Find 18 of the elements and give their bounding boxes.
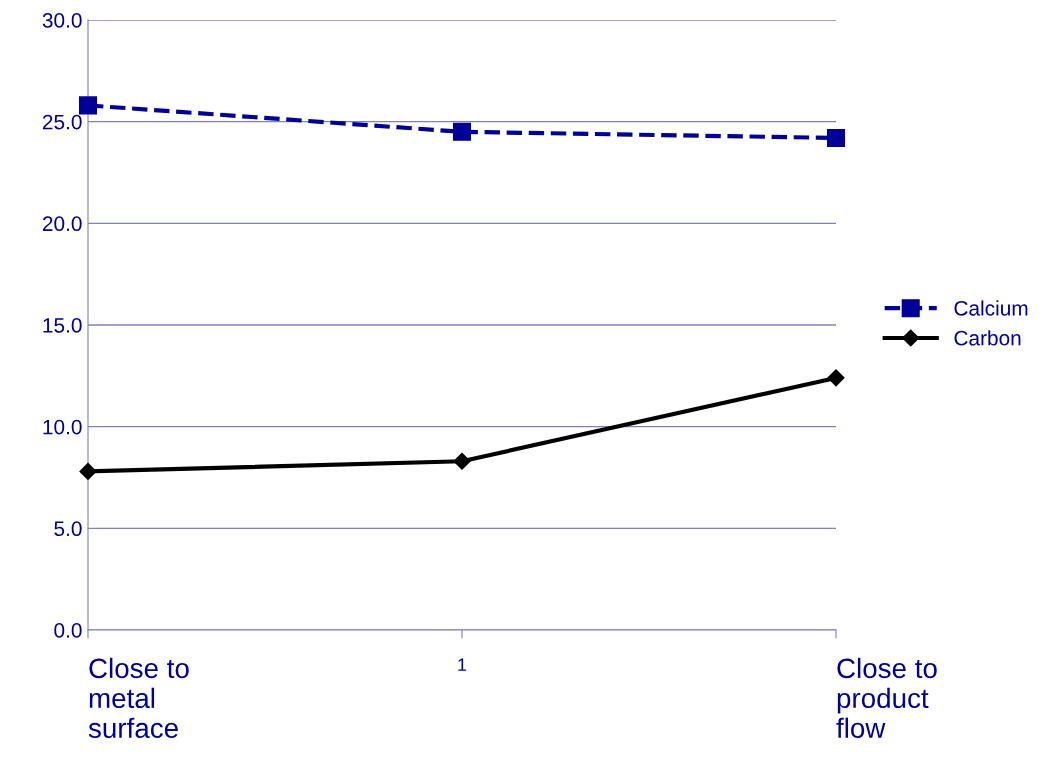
legend-label: Calcium (954, 300, 1028, 316)
point (453, 452, 471, 470)
y-tick-label: 0.0 (54, 623, 82, 638)
x-tick-label: Close to product flow (836, 657, 937, 739)
point (826, 128, 846, 147)
x-tick-label: 1 (458, 658, 467, 671)
y-tick-label: 10.0 (43, 419, 82, 435)
point (452, 122, 472, 141)
y-tick-label: 5.0 (54, 521, 82, 537)
legend-label: Carbon (954, 330, 1021, 346)
y-tick-label: 15.0 (43, 318, 82, 333)
x-tick-label: Close to metal surface (88, 657, 189, 739)
point (827, 369, 845, 387)
y-tick-label: 25.0 (42, 114, 82, 130)
point (78, 96, 98, 115)
y-tick-label: 20.0 (42, 216, 82, 232)
y-tick-label: 30.0 (42, 13, 82, 28)
point (79, 462, 97, 480)
